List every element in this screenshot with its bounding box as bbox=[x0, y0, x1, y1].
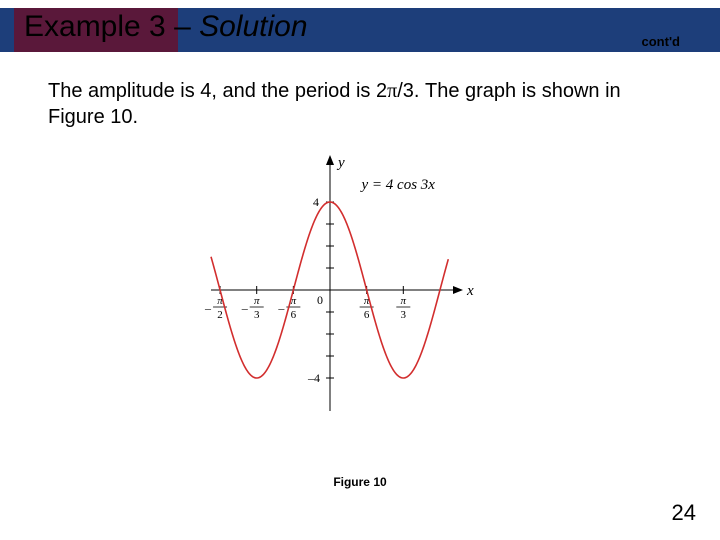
svg-text:y: y bbox=[336, 155, 345, 171]
page-number: 24 bbox=[672, 500, 696, 526]
svg-text:6: 6 bbox=[291, 309, 297, 321]
contd-label: cont'd bbox=[642, 34, 680, 49]
slide-title: Example 3 – Solution bbox=[24, 10, 308, 44]
svg-text:4: 4 bbox=[313, 195, 319, 209]
svg-text:0: 0 bbox=[317, 293, 323, 307]
figure-10-chart: yx04–4π2–π3–π6–π6π3y = 4 cos 3x bbox=[200, 150, 520, 430]
figure-caption: Figure 10 bbox=[0, 475, 720, 489]
body-text-before: The amplitude is 4, and the period is 2 bbox=[48, 80, 387, 102]
svg-text:–: – bbox=[277, 301, 285, 315]
svg-text:–: – bbox=[204, 301, 212, 315]
svg-text:π: π bbox=[254, 295, 260, 307]
title-example: Example 3 bbox=[24, 10, 166, 43]
title-solution: Solution bbox=[199, 10, 307, 43]
svg-text:–4: –4 bbox=[307, 371, 320, 385]
pi-symbol: π bbox=[387, 80, 397, 102]
svg-text:x: x bbox=[466, 283, 474, 299]
svg-text:6: 6 bbox=[364, 309, 370, 321]
svg-text:y = 4 cos 3x: y = 4 cos 3x bbox=[360, 177, 436, 193]
title-dash: – bbox=[166, 10, 199, 43]
svg-text:3: 3 bbox=[401, 309, 407, 321]
svg-text:3: 3 bbox=[254, 309, 260, 321]
svg-text:–: – bbox=[241, 301, 249, 315]
svg-text:π: π bbox=[401, 295, 407, 307]
svg-text:2: 2 bbox=[217, 309, 223, 321]
cosine-graph-svg: yx04–4π2–π3–π6–π6π3y = 4 cos 3x bbox=[200, 150, 520, 430]
body-paragraph: The amplitude is 4, and the period is 2π… bbox=[48, 78, 680, 130]
